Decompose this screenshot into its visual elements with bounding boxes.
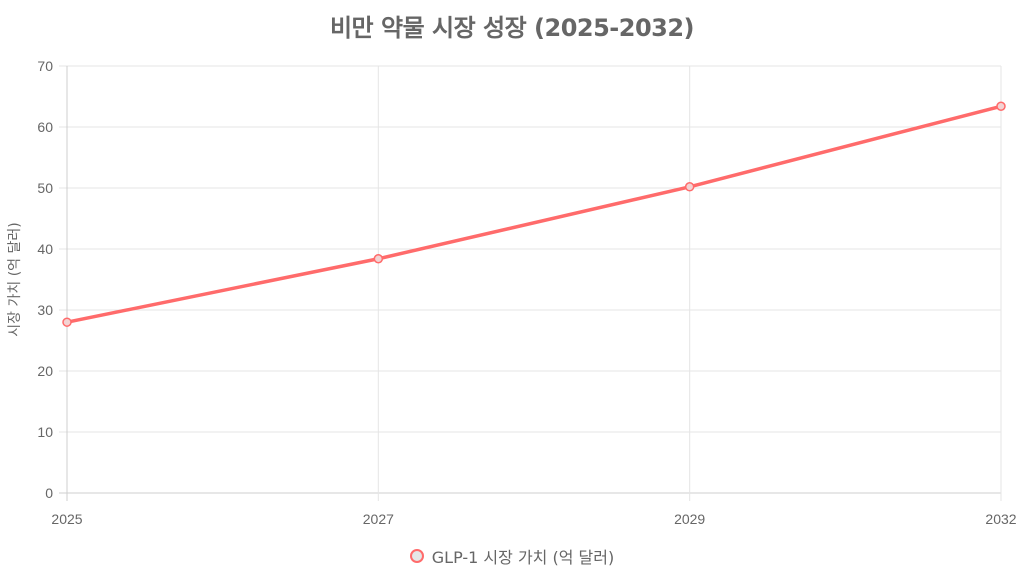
data-point — [62, 317, 72, 327]
y-tick-label: 60 — [37, 119, 53, 135]
legend-swatch-icon — [409, 549, 424, 563]
y-tick-label: 70 — [37, 58, 53, 74]
legend[interactable]: GLP-1 시장 가치 (억 달러) — [0, 544, 1024, 568]
x-tick-label: 2032 — [985, 511, 1016, 527]
y-tick-label: 40 — [37, 241, 53, 257]
y-tick-label: 50 — [37, 180, 53, 196]
legend-label: GLP-1 시장 가치 (억 달러) — [431, 548, 615, 567]
series-line — [65, 104, 1003, 324]
x-tick-label: 2027 — [363, 511, 394, 527]
x-tick-label: 2029 — [674, 511, 705, 527]
y-axis-label: 시장 가치 (억 달러) — [7, 222, 23, 336]
data-point — [996, 101, 1006, 112]
data-point — [684, 182, 695, 192]
x-tick-label: 2025 — [51, 511, 82, 527]
y-tick-label: 20 — [37, 363, 53, 379]
chart-title: 비만 약물 시장 성장 (2025-2032) — [329, 14, 695, 42]
y-tick-label: 0 — [45, 485, 53, 501]
y-tick-label: 30 — [37, 302, 53, 318]
data-point — [373, 254, 384, 264]
y-tick-label: 10 — [37, 424, 53, 440]
